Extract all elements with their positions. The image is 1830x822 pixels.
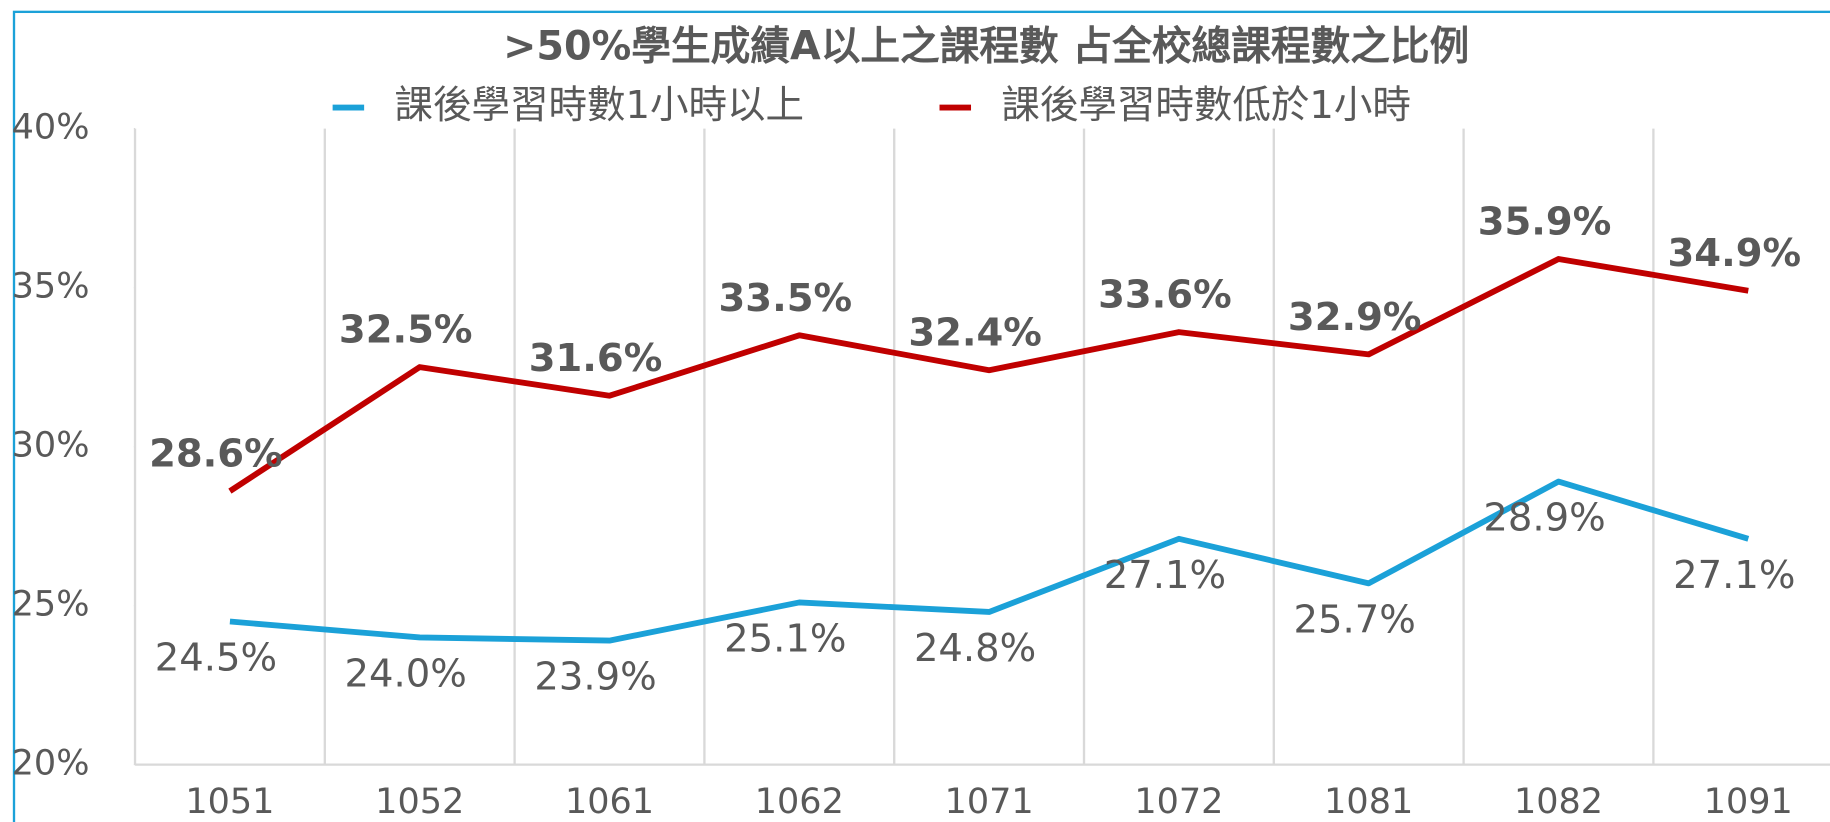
- x-tick-label: 1082: [1514, 782, 1603, 822]
- x-tick-label: 1052: [375, 782, 464, 822]
- data-label: 28.9%: [1483, 496, 1605, 541]
- data-label: 28.6%: [149, 432, 283, 477]
- data-label: 35.9%: [1478, 199, 1612, 244]
- y-tick-label: 30%: [12, 426, 90, 466]
- x-tick-label: 1051: [185, 782, 274, 822]
- data-label: 32.5%: [339, 308, 473, 353]
- x-tick-label: 1061: [565, 782, 654, 822]
- data-label: 32.9%: [1288, 295, 1422, 340]
- data-label: 32.4%: [908, 311, 1042, 356]
- data-label: 24.0%: [345, 651, 467, 696]
- y-tick-label: 40%: [12, 108, 90, 148]
- chart-frame: [12, 10, 1830, 822]
- series-line: [229, 478, 1750, 644]
- chart-title: >50%學生成績A以上之課程數 占全校總課程數之比例: [503, 24, 1469, 70]
- y-tick-label: 20%: [12, 744, 90, 784]
- data-label: 33.5%: [719, 276, 853, 321]
- x-tick-label: 1091: [1704, 782, 1793, 822]
- data-label: 24.5%: [155, 636, 277, 681]
- data-label: 31.6%: [529, 336, 663, 381]
- data-label: 27.1%: [1104, 553, 1226, 598]
- series-line: [228, 256, 1749, 494]
- legend-label: 課後學習時數1小時以上: [394, 83, 804, 128]
- y-tick-label: 35%: [12, 267, 90, 307]
- y-tick-label: 25%: [12, 585, 90, 625]
- x-tick-label: 1081: [1324, 782, 1413, 822]
- data-label: 25.1%: [724, 616, 846, 661]
- data-label: 24.8%: [914, 626, 1036, 671]
- legend-label: 課後學習時數低於1小時: [1001, 83, 1410, 128]
- data-label: 23.9%: [534, 655, 656, 700]
- data-label: 34.9%: [1668, 231, 1802, 276]
- data-label: 27.1%: [1673, 553, 1795, 598]
- data-label: 33.6%: [1098, 273, 1232, 318]
- x-tick-label: 1062: [755, 782, 844, 822]
- x-tick-label: 1072: [1134, 782, 1223, 822]
- data-label: 25.7%: [1294, 597, 1416, 642]
- x-tick-label: 1071: [945, 782, 1034, 822]
